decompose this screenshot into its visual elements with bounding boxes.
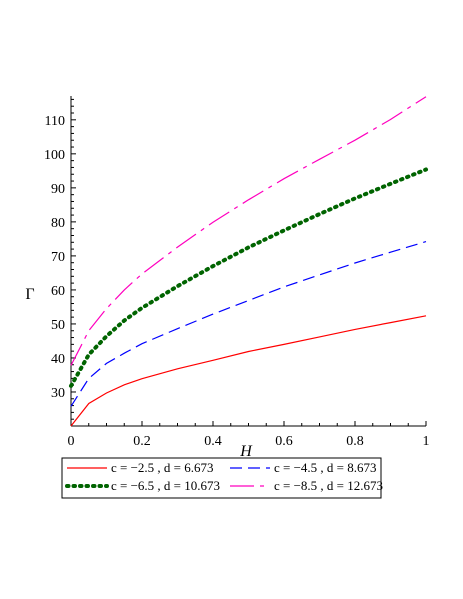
series-line-3 [69,167,428,388]
series-line-2 [70,241,427,407]
legend-label-3: c = −6.5 , d = 10.673 [111,478,220,493]
y-tick-label: 50 [51,318,65,333]
axes [70,96,426,427]
x-tick-label: 0.6 [275,434,293,449]
y-tick-label: 60 [51,284,65,299]
legend: c = −2.5 , d = 6.673 c = −4.5 , d = 8.673… [61,457,383,499]
legend-box [61,457,382,499]
x-tick-label: 0.2 [133,434,151,449]
legend-label-4: c = −8.5 , d = 12.673 [274,478,383,493]
x-tick-label: 1 [423,434,430,449]
legend-label-2: c = −4.5 , d = 8.673 [274,460,377,475]
y-tick-label: 70 [51,250,65,265]
legend-label-1: c = −2.5 , d = 6.673 [111,460,214,475]
y-tick-label: 30 [51,386,65,401]
y-tick-label: 90 [51,182,65,197]
series-layer [69,96,428,427]
y-tick-label: 80 [51,216,65,231]
y-tick-label: 110 [45,114,65,129]
y-tick-label: 40 [51,352,65,367]
x-tick-label: 0.8 [346,434,364,449]
y-tick-label: 100 [44,148,65,163]
x-tick-label: 0.4 [204,434,222,449]
x-axis-title: H [239,443,253,460]
y-axis-title: Γ [25,286,34,303]
legend-items: c = −2.5 , d = 6.673 c = −4.5 , d = 8.673… [65,460,383,493]
x-tick-label: 0 [68,434,75,449]
x-ticks: 0 0.2 0.4 0.6 0.8 1 [68,421,430,449]
series-line-1 [70,315,427,427]
y-ticks: 30 40 50 60 70 80 90 100 110 [44,98,76,420]
series-line-4 [70,96,427,366]
